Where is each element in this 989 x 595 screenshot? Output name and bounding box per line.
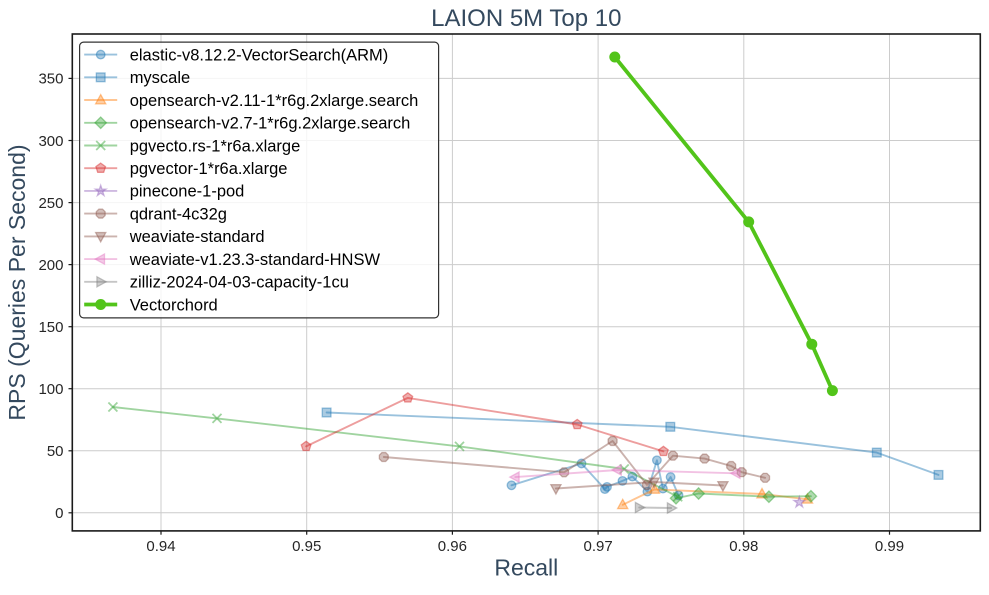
svg-text:0.96: 0.96 — [438, 538, 467, 555]
svg-text:LAION 5M Top 10: LAION 5M Top 10 — [431, 5, 621, 32]
svg-text:qdrant-4c32g: qdrant-4c32g — [130, 205, 227, 223]
svg-text:0.94: 0.94 — [146, 538, 175, 555]
svg-text:100: 100 — [38, 381, 63, 398]
svg-text:elastic-v8.12.2-VectorSearch(A: elastic-v8.12.2-VectorSearch(ARM) — [130, 46, 389, 64]
svg-text:250: 250 — [38, 195, 63, 212]
svg-text:opensearch-v2.7-1*r6g.2xlarge.: opensearch-v2.7-1*r6g.2xlarge.search — [130, 115, 411, 133]
svg-text:RPS (Queries Per Second): RPS (Queries Per Second) — [4, 144, 30, 420]
svg-text:pgvector-1*r6a.xlarge: pgvector-1*r6a.xlarge — [130, 160, 288, 178]
svg-text:0.97: 0.97 — [583, 538, 612, 555]
svg-text:weaviate-v1.23.3-standard-HNSW: weaviate-v1.23.3-standard-HNSW — [129, 251, 381, 269]
svg-text:50: 50 — [47, 443, 64, 460]
svg-text:zilliz-2024-04-03-capacity-1cu: zilliz-2024-04-03-capacity-1cu — [130, 274, 349, 292]
svg-text:0.95: 0.95 — [292, 538, 321, 555]
svg-text:350: 350 — [38, 71, 63, 88]
svg-text:opensearch-v2.11-1*r6g.2xlarge: opensearch-v2.11-1*r6g.2xlarge.search — [130, 92, 419, 110]
svg-text:0.98: 0.98 — [729, 538, 758, 555]
svg-text:Vectorchord: Vectorchord — [130, 296, 218, 314]
svg-text:300: 300 — [38, 133, 63, 150]
svg-text:0.99: 0.99 — [875, 538, 904, 555]
svg-text:myscale: myscale — [130, 69, 191, 87]
svg-text:pinecone-1-pod: pinecone-1-pod — [130, 183, 245, 201]
svg-text:weaviate-standard: weaviate-standard — [129, 228, 265, 246]
svg-text:Recall: Recall — [494, 555, 558, 581]
svg-text:pgvecto.rs-1*r6a.xlarge: pgvecto.rs-1*r6a.xlarge — [130, 137, 301, 155]
svg-text:150: 150 — [38, 319, 63, 336]
svg-text:0: 0 — [55, 505, 63, 522]
svg-text:200: 200 — [38, 257, 63, 274]
